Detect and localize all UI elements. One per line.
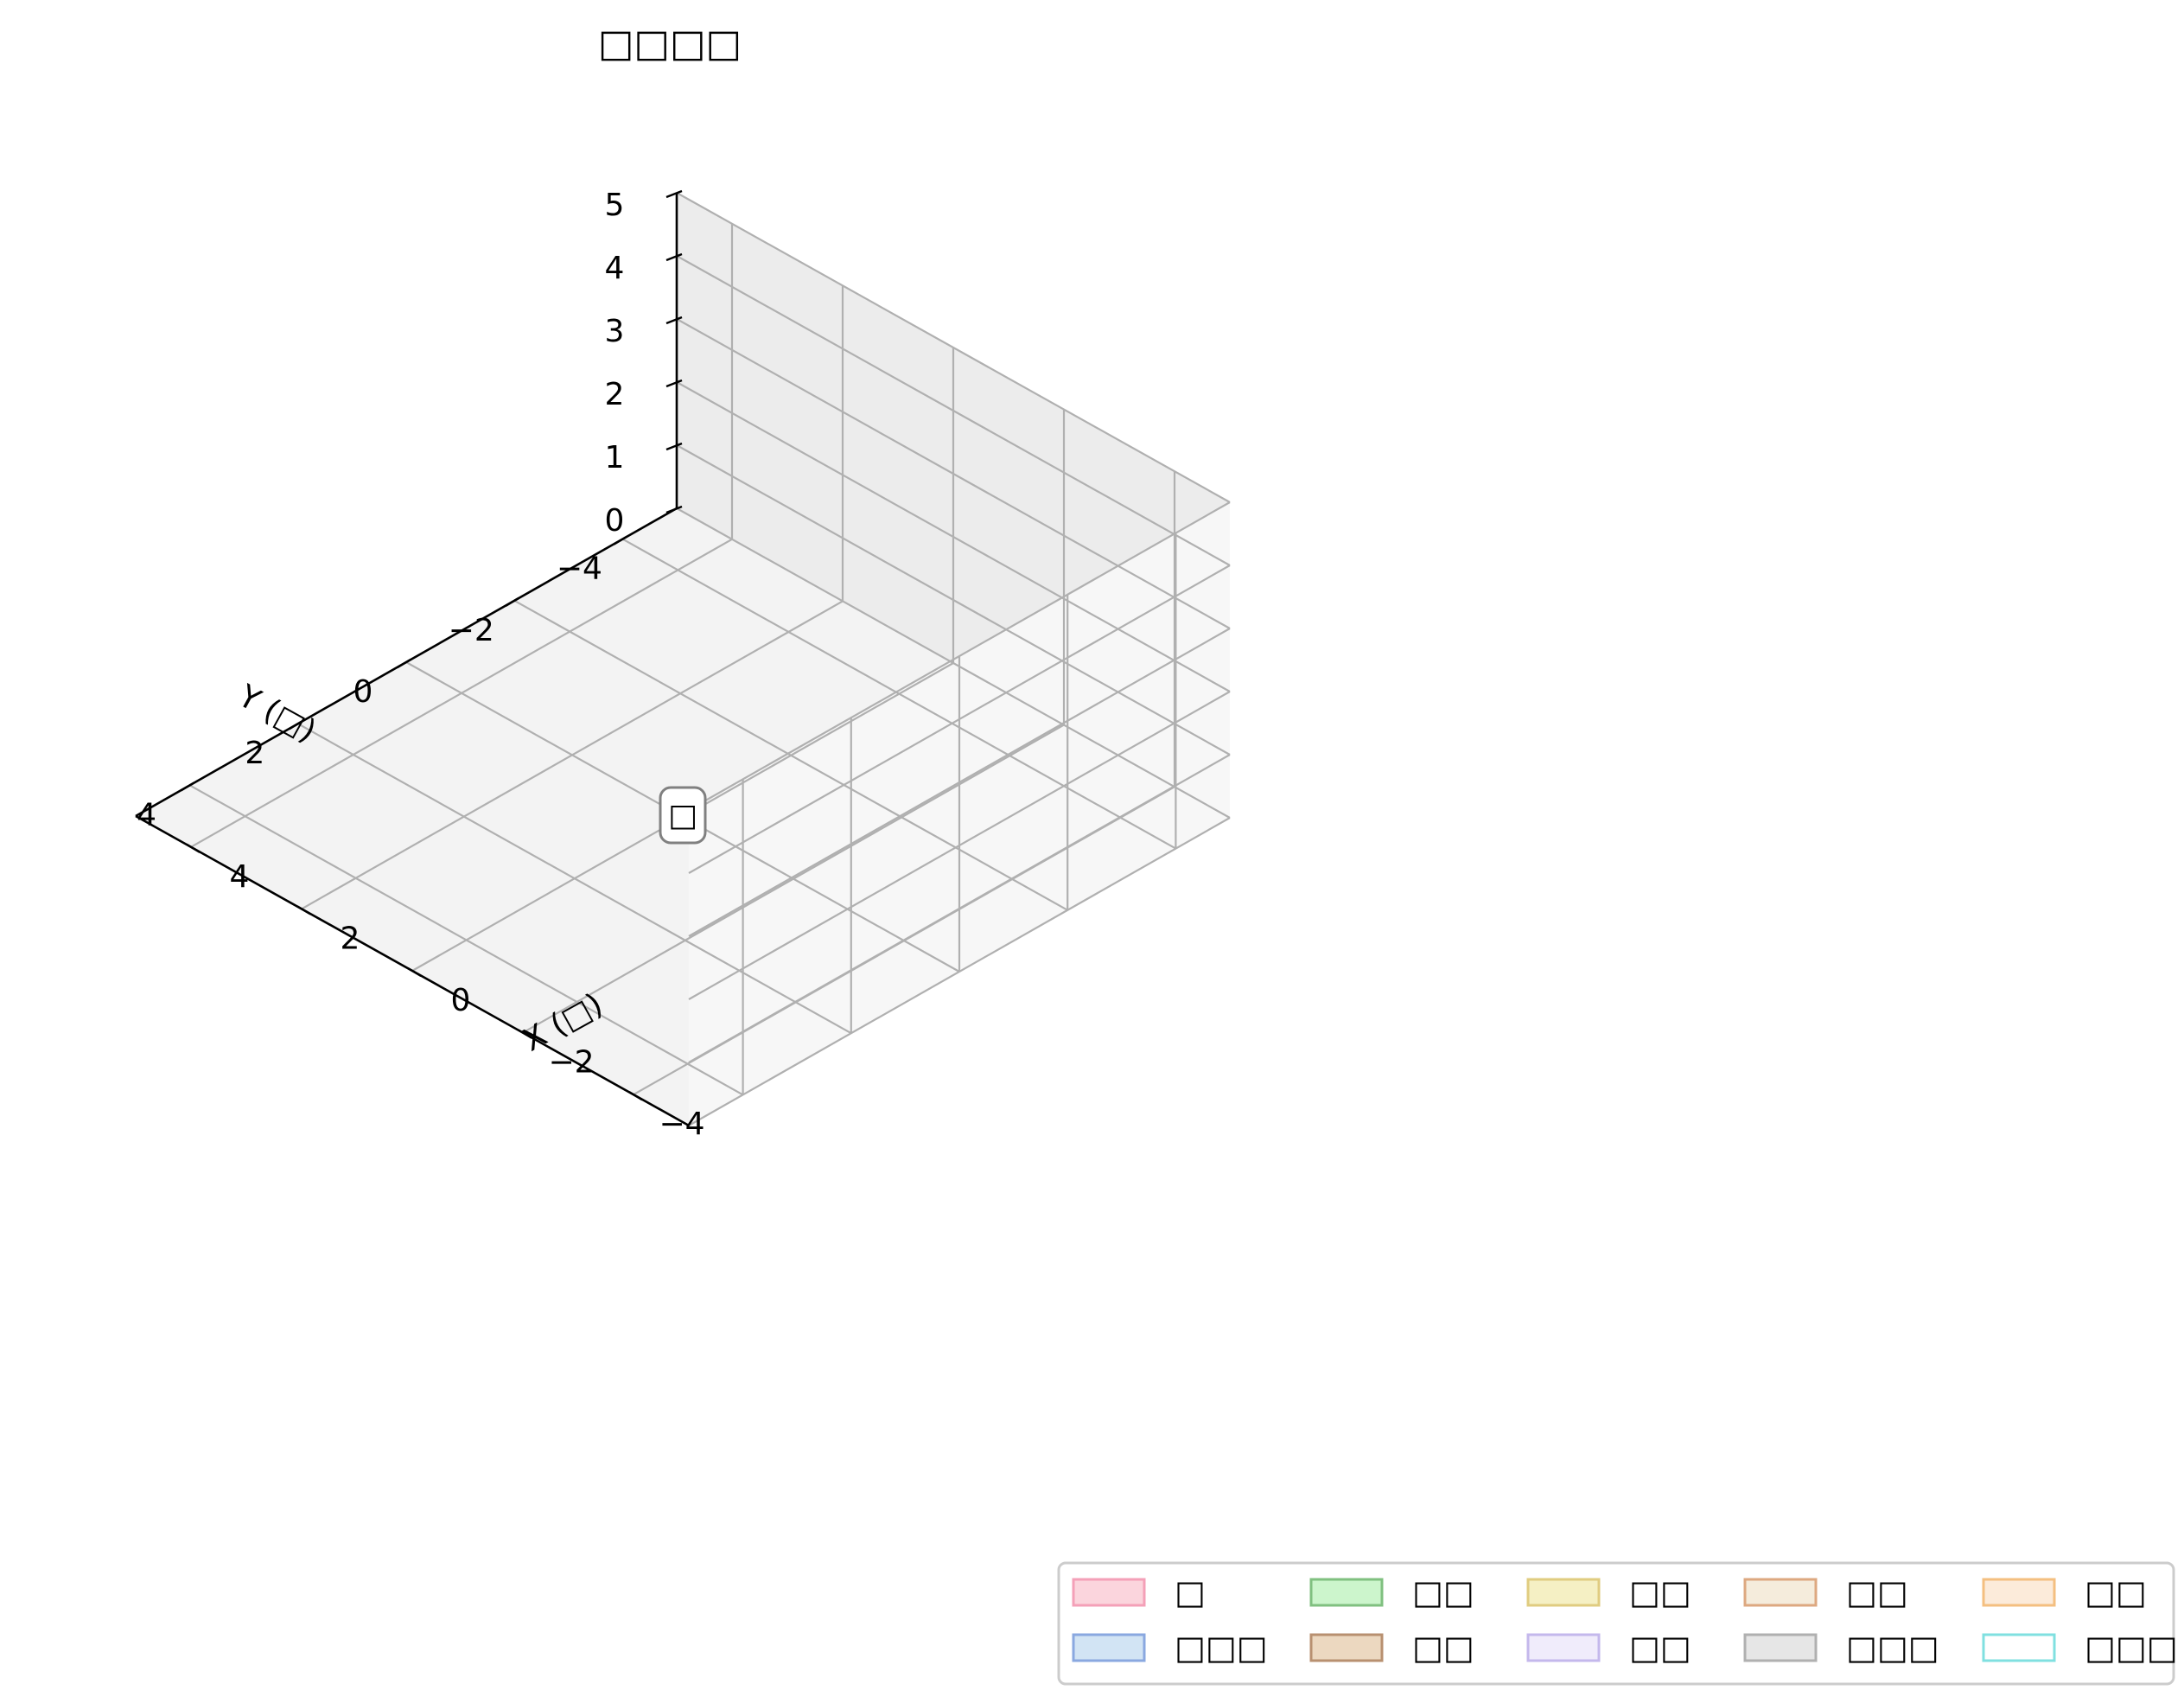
grid-line-y	[621, 538, 1176, 850]
grid-line-z	[676, 381, 1231, 692]
y-tick-label: 0	[353, 674, 373, 710]
legend-label: □□	[1846, 1573, 1908, 1611]
y-tick-label: 2	[245, 736, 264, 771]
grid-line-z	[676, 318, 1231, 629]
x-tick	[518, 1029, 532, 1039]
z-tick-label: 4	[605, 251, 625, 286]
x-tick-label: 0	[451, 983, 471, 1018]
legend-swatch	[1743, 1578, 1818, 1607]
legend-label: □□□	[1846, 1629, 1939, 1667]
legend-label: □□	[2085, 1573, 2147, 1611]
y-tick	[505, 596, 519, 607]
legend-label: □□	[1629, 1629, 1691, 1667]
grid-line-z	[676, 507, 1231, 819]
z-tick	[665, 505, 683, 514]
grid-line-z	[676, 192, 1231, 503]
x-tick	[628, 1091, 643, 1101]
grid-line-z-wall	[688, 691, 1231, 1000]
z-tick	[665, 379, 683, 388]
legend-swatch	[1526, 1578, 1601, 1607]
z-tick	[665, 252, 683, 262]
grid-line-y	[297, 723, 852, 1035]
legend-swatch	[1309, 1578, 1384, 1607]
x-tick-label: −2	[548, 1045, 594, 1081]
z-tick	[665, 316, 683, 325]
z-tick	[665, 442, 683, 451]
grid-line-z-wall	[688, 628, 1231, 937]
legend-label: □□	[1629, 1573, 1691, 1611]
x-tick-label: 2	[341, 921, 360, 956]
grid-line-z-wall	[688, 754, 1231, 1063]
z-tick-label: 2	[605, 377, 625, 412]
y-tick-label: 4	[137, 797, 156, 832]
legend-swatch	[1526, 1633, 1601, 1662]
legend-swatch	[1309, 1633, 1384, 1662]
x-tick-label: −4	[659, 1107, 704, 1142]
grid-line-y	[189, 784, 744, 1096]
x-tick-label: 4	[230, 859, 250, 895]
annotation-text: □	[668, 798, 697, 833]
z-tick	[665, 189, 683, 199]
annotation-box	[659, 786, 707, 845]
axes-group: −4 −2 0 2 4 −4 −2 0 2 4 0 1 2 3 4 5	[135, 188, 705, 1142]
y-tick-label: −4	[557, 552, 602, 587]
grid-line-z-wall	[688, 501, 1231, 811]
y-tick-label: −2	[449, 613, 494, 648]
x-tick	[186, 843, 201, 853]
y-tick	[613, 535, 628, 545]
grid-line-z	[676, 255, 1231, 566]
legend-swatch	[1072, 1578, 1146, 1607]
z-tick-label: 5	[605, 188, 625, 223]
x-tick	[296, 905, 311, 915]
z-tick-label: 3	[605, 314, 625, 349]
x-tick	[407, 966, 422, 978]
y-tick	[397, 658, 411, 669]
legend-label: □□□	[2085, 1629, 2178, 1667]
legend-swatch	[1743, 1633, 1818, 1662]
y-tick	[289, 720, 303, 730]
legend-label: □	[1175, 1573, 1206, 1611]
legend-swatch	[1982, 1633, 2056, 1662]
annotation-group: □	[659, 786, 707, 845]
legend-label: □□	[1412, 1629, 1474, 1667]
chart-title: □□□□	[598, 22, 742, 66]
z-tick-label: 0	[605, 503, 625, 539]
legend-label: □□□	[1175, 1629, 1268, 1667]
grid-line-y	[513, 599, 1068, 911]
legend-label: □□	[1412, 1573, 1474, 1611]
legend-swatch	[1072, 1633, 1146, 1662]
y-tick	[180, 781, 195, 792]
grid-line-z	[676, 444, 1231, 756]
grid-line-z-wall	[688, 564, 1231, 874]
legend-swatch	[1982, 1578, 2056, 1607]
z-tick-label: 1	[605, 440, 625, 475]
grid-line-z-wall	[688, 817, 1231, 1126]
legend: □□□□□□□□□□□□□□□□□□□□□□	[1057, 1561, 2178, 1686]
